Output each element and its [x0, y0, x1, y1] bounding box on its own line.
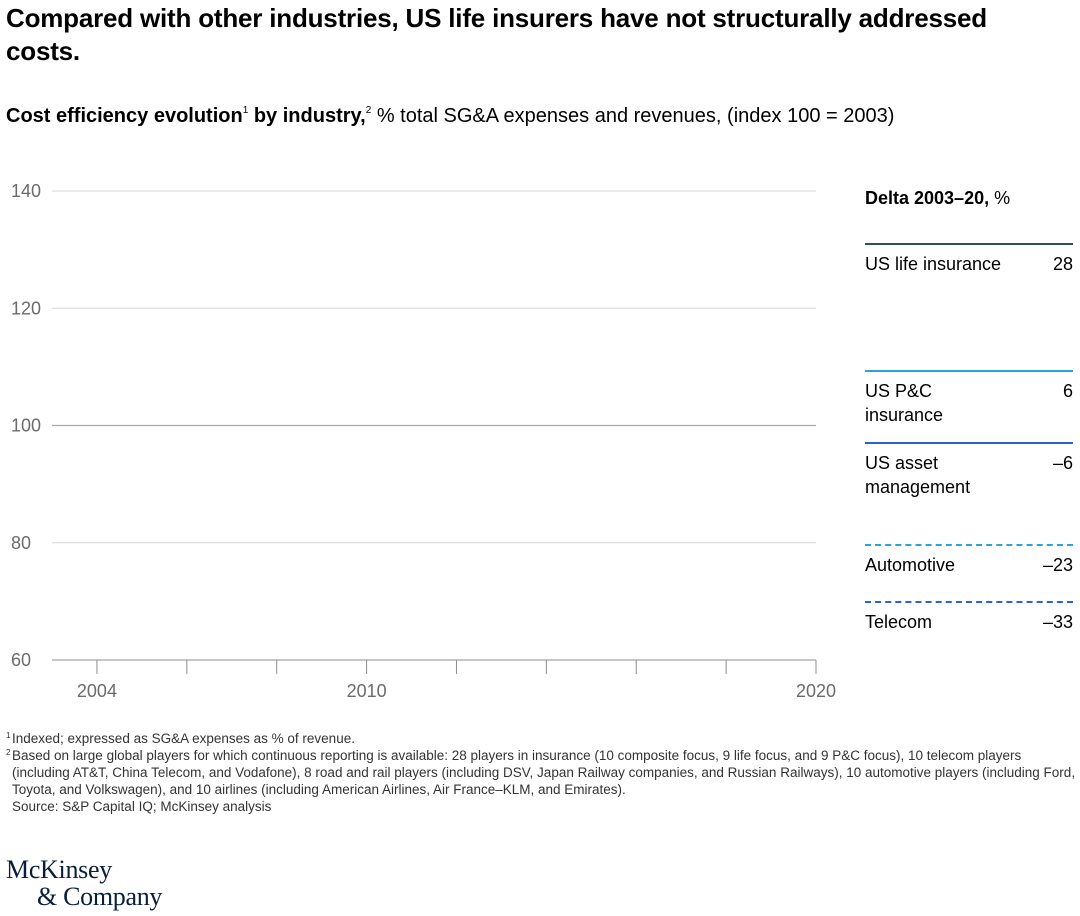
- y-tick-label-60: 60: [11, 650, 31, 670]
- mckinsey-logo: McKinsey & Company: [6, 856, 162, 910]
- legend-line-us-asset-management: [865, 442, 1073, 444]
- legend-label-automotive: Automotive: [865, 555, 956, 575]
- chart-title: Compared with other industries, US life …: [6, 3, 987, 66]
- legend-item-automotive: Automotive –23: [865, 544, 1073, 577]
- legend-delta-telecom: –33: [1042, 612, 1073, 632]
- legend-item-us-pc-insurance: US P&C insurance 6: [865, 370, 1073, 427]
- legend-delta-us-asset-management: –6: [1052, 453, 1073, 473]
- subtitle-rest: % total SG&A expenses and revenues, (ind…: [371, 105, 895, 127]
- legend-item-telecom: Telecom –33: [865, 601, 1073, 634]
- x-tick-label-2004: 2004: [77, 681, 117, 701]
- line-chart: 60 80 100 120 140 2004 2010 2020: [11, 181, 836, 701]
- x-tick-label-2020: 2020: [796, 681, 836, 701]
- legend-label-telecom: Telecom: [865, 612, 933, 632]
- y-tick-label-80: 80: [11, 533, 31, 553]
- footnote-2-mark: 2: [6, 748, 11, 757]
- legend-header-bold: Delta 2003–20,: [865, 188, 990, 208]
- footnote-1-text: Indexed; expressed as SG&A expenses as %…: [12, 731, 355, 746]
- footnote-1: 1 Indexed; expressed as SG&A expenses as…: [6, 730, 1076, 747]
- footnotes: 1 Indexed; expressed as SG&A expenses as…: [6, 730, 1076, 815]
- subtitle-bold-1: Cost efficiency evolution: [6, 105, 243, 127]
- legend-delta-automotive: –23: [1042, 555, 1073, 575]
- legend-line-us-life-insurance: [865, 243, 1073, 245]
- legend-header-rest: %: [989, 188, 1011, 208]
- source-note: Source: S&P Capital IQ; McKinsey analysi…: [12, 799, 272, 814]
- y-tick-label-120: 120: [11, 298, 41, 318]
- legend-header: Delta 2003–20, %: [865, 186, 1010, 210]
- footnote-2: 2 Based on large global players for whic…: [6, 747, 1076, 798]
- legend-line-automotive: [865, 544, 1073, 546]
- subtitle-sup-2: 2: [365, 105, 372, 116]
- x-tick-label-2010: 2010: [347, 681, 387, 701]
- legend-line-telecom: [865, 601, 1073, 603]
- subtitle-bold-2: by industry,: [248, 105, 366, 127]
- subtitle-sup-1: 1: [242, 105, 249, 116]
- legend-label-us-pc-insurance: US P&C insurance: [865, 381, 944, 425]
- y-tick-label-100: 100: [11, 416, 41, 436]
- legend-line-us-pc-insurance: [865, 370, 1073, 372]
- footnote-2-text: Based on large global players for which …: [12, 748, 1076, 797]
- y-tick-label-140: 140: [11, 181, 41, 201]
- legend-item-us-asset-management: US asset management –6: [865, 442, 1073, 499]
- legend-label-us-asset-management: US asset management: [865, 453, 971, 497]
- legend-label-us-life-insurance: US life insurance: [865, 254, 1002, 274]
- legend-delta-us-life-insurance: 28: [1052, 254, 1073, 274]
- legend-delta-us-pc-insurance: 6: [1062, 381, 1073, 401]
- footnote-1-mark: 1: [6, 731, 11, 740]
- legend-item-us-life-insurance: US life insurance 28: [865, 243, 1073, 276]
- logo-line-2: & Company: [37, 882, 163, 911]
- logo-line-1: McKinsey: [6, 855, 112, 884]
- chart-subtitle: Cost efficiency evolution1 by industry,2…: [6, 102, 1076, 130]
